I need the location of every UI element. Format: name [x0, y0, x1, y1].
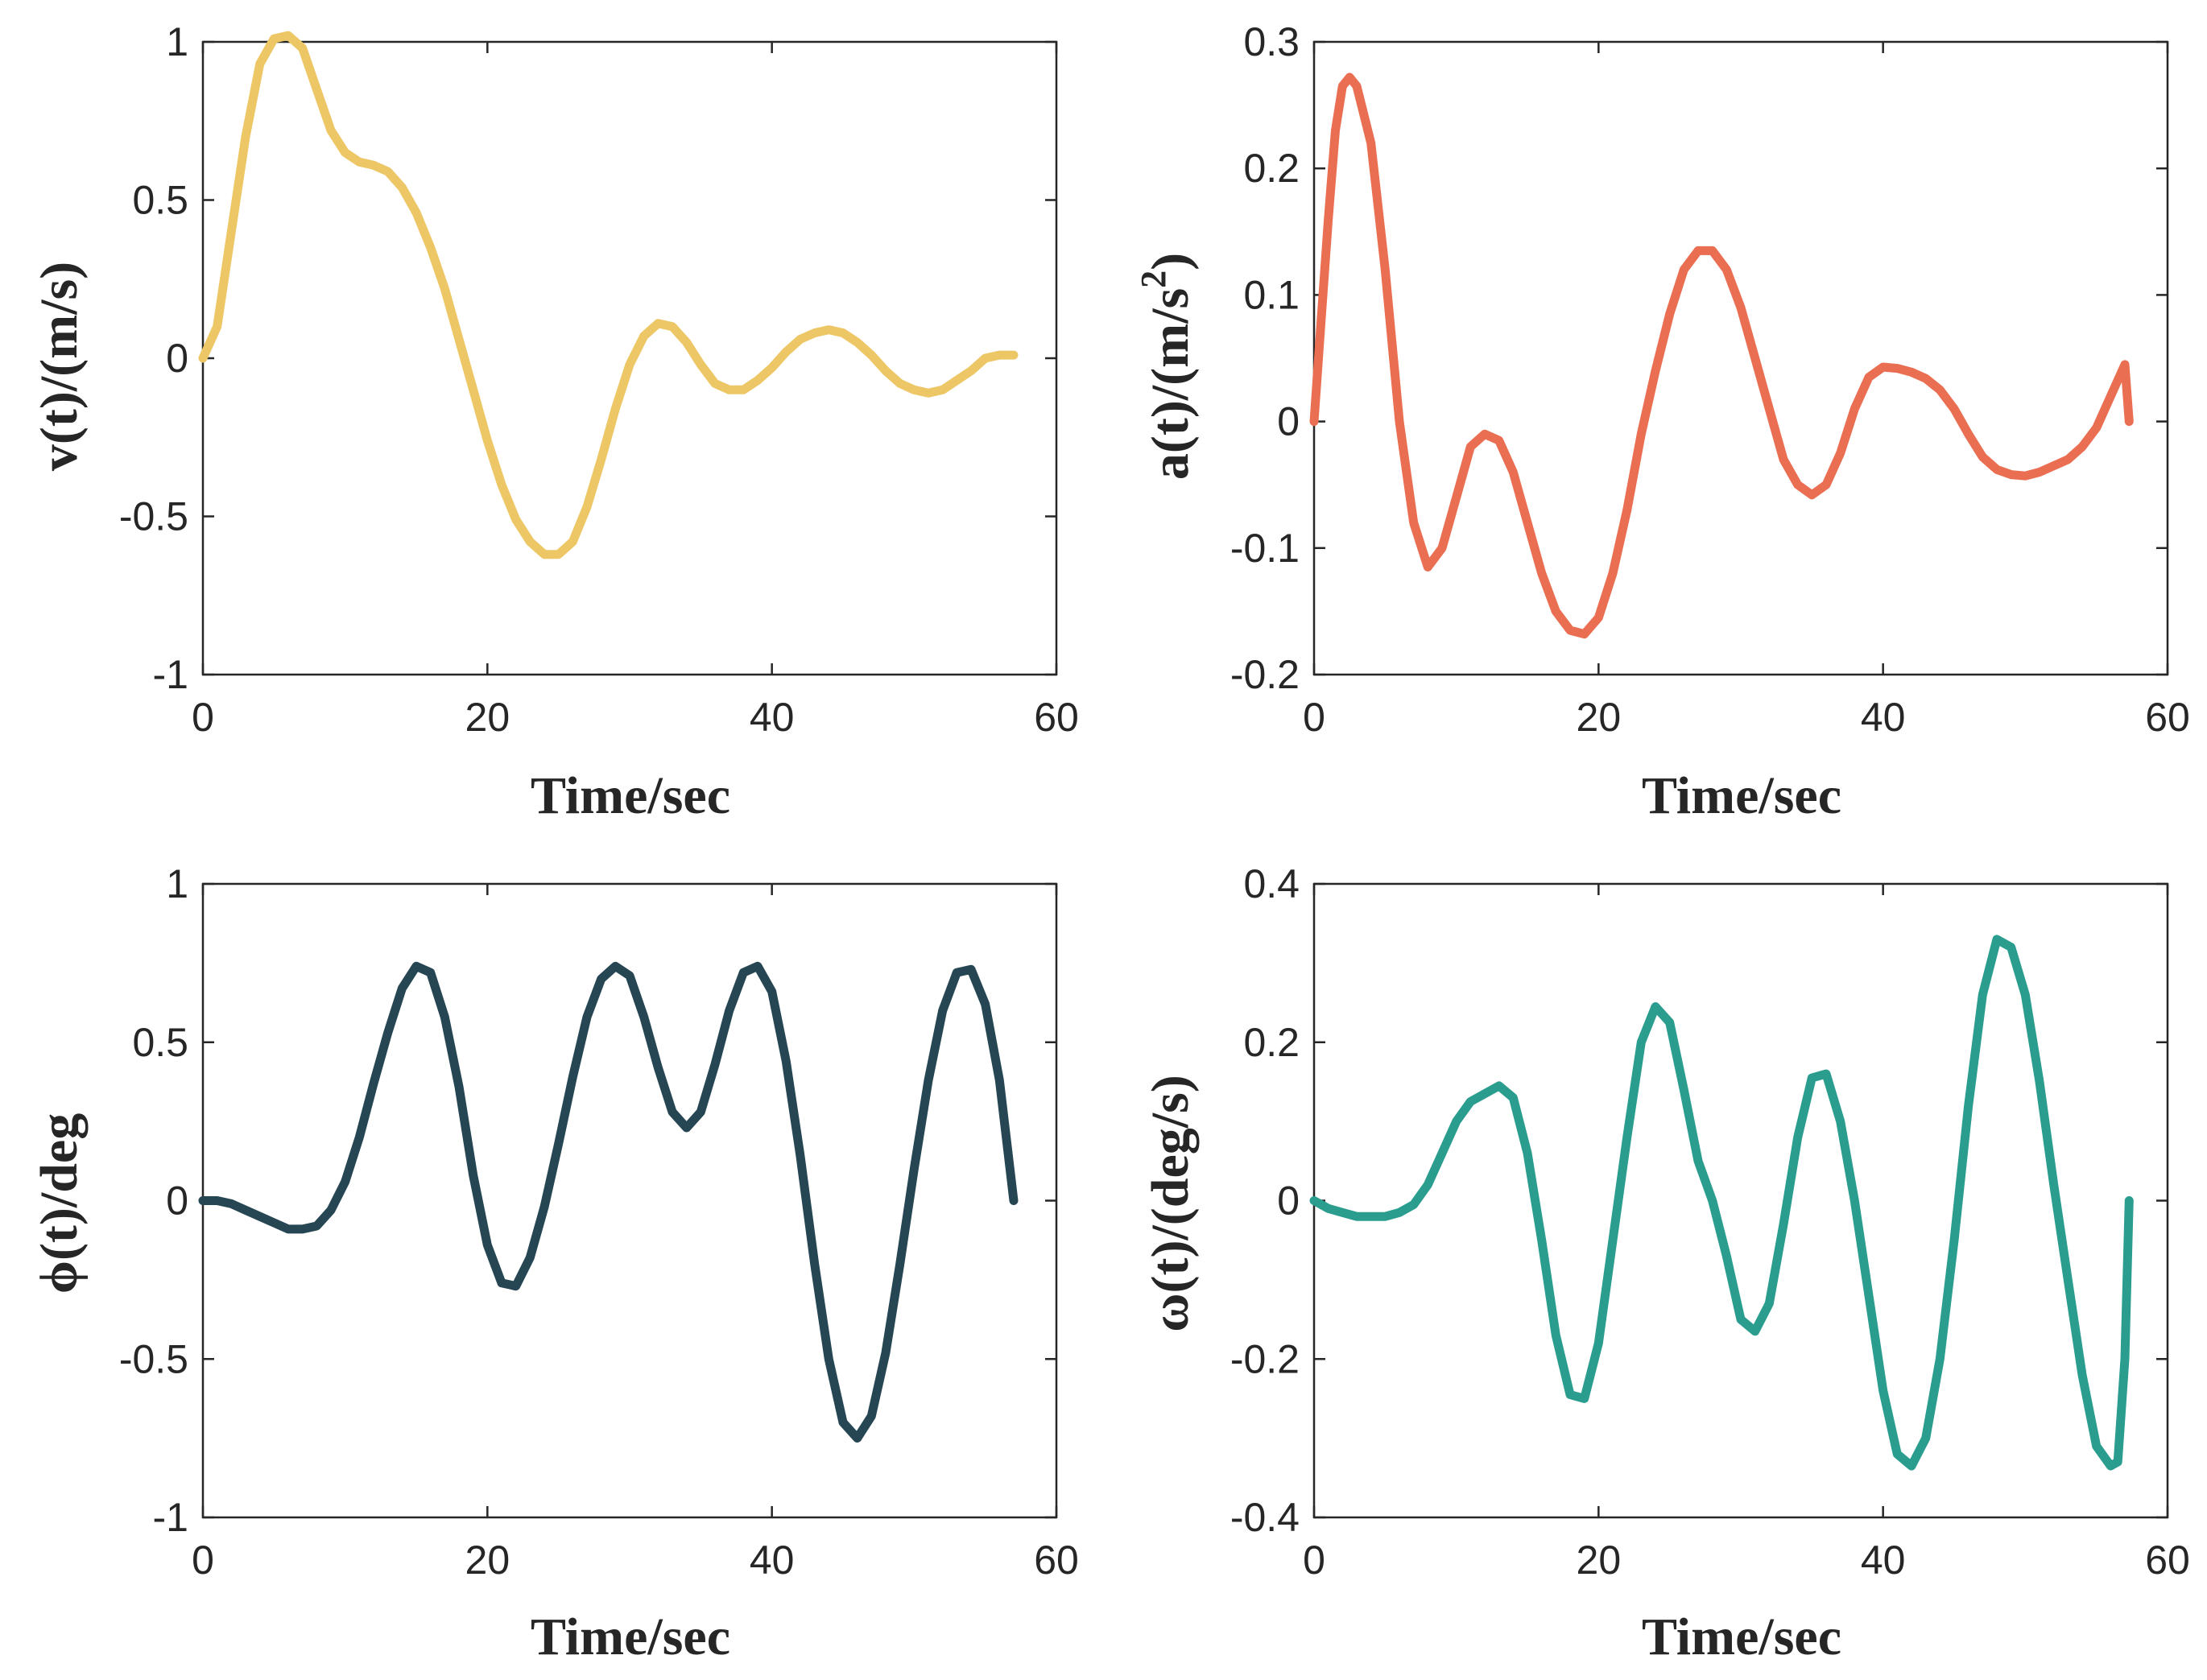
xlabel-omega: Time/sec [1642, 1608, 1841, 1666]
ylabel-omega: ω(t)/(deg/s) [1141, 1075, 1200, 1332]
y-tick-label-omega: 0 [1277, 1178, 1300, 1224]
x-tick-label-velocity: 0 [192, 695, 214, 740]
y-tick-label-acceleration: -0.1 [1230, 526, 1300, 571]
y-tick-label-omega: 0.2 [1243, 1020, 1300, 1065]
y-tick-label-phi: 1 [166, 861, 188, 906]
series-line-acceleration [1309, 72, 2134, 639]
panel-acceleration: a(t)/(m/s2) Time/sec 0 20 40 60 -0.2 -0.1 0 0.1… [1134, 19, 2190, 825]
ylabel-acceleration-sup: 2 [1134, 270, 1173, 288]
x-tick-label-phi: 0 [192, 1538, 214, 1583]
x-tick-label-omega: 60 [2145, 1538, 2190, 1583]
x-tick-label-omega: 20 [1577, 1538, 1622, 1583]
xlabel-velocity: Time/sec [531, 766, 730, 825]
y-tick-label-velocity: 1 [166, 19, 188, 64]
panel-omega: ω(t)/(deg/s) Time/sec 0 20 40 60 -0.4 -0.2 0 0.… [1141, 861, 2190, 1666]
y-tick-label-phi: 0.5 [132, 1020, 188, 1065]
y-tick-label-velocity: 0.5 [132, 178, 188, 223]
ylabel-acceleration: a(t)/(m/s2) [1134, 253, 1200, 480]
ylabel-acceleration-main: a(t)/(m/s [1141, 288, 1200, 480]
y-tick-label-phi: -0.5 [119, 1336, 188, 1381]
xlabel-phi: Time/sec [531, 1608, 730, 1666]
x-tick-label-acceleration: 60 [2145, 695, 2190, 740]
y-tick-label-acceleration: 0.1 [1243, 272, 1300, 317]
x-tick-label-velocity: 60 [1034, 695, 1079, 740]
y-tick-label-velocity: 0 [166, 336, 188, 381]
x-tick-label-velocity: 40 [750, 695, 795, 740]
ylabel-acceleration-close: ) [1141, 253, 1200, 270]
series-line-omega [1309, 935, 2134, 1471]
x-tick-label-acceleration: 40 [1861, 695, 1906, 740]
x-tick-label-phi: 60 [1034, 1538, 1079, 1583]
x-tick-label-acceleration: 0 [1303, 695, 1325, 740]
series-line-velocity [198, 31, 1019, 559]
x-tick-label-phi: 20 [465, 1538, 510, 1583]
x-tick-label-phi: 40 [750, 1538, 795, 1583]
axis-box-acceleration [1312, 40, 2169, 676]
x-tick-label-velocity: 20 [465, 695, 510, 740]
y-tick-label-velocity: -0.5 [119, 494, 188, 539]
y-tick-label-omega: -0.2 [1230, 1336, 1300, 1381]
y-tick-label-phi: 0 [166, 1178, 188, 1224]
y-tick-label-acceleration: 0 [1277, 399, 1300, 444]
x-tick-label-omega: 0 [1303, 1538, 1325, 1583]
ylabel-velocity: v(t)/(m/s) [30, 262, 89, 471]
y-tick-label-acceleration: 0.3 [1243, 19, 1300, 64]
axis-box-omega [1312, 882, 2169, 1519]
y-tick-label-velocity: -1 [153, 652, 188, 697]
y-tick-label-omega: -0.4 [1230, 1495, 1300, 1540]
panel-phi: ϕ(t)/deg Time/sec 0 20 40 60 -1 -0.5 0 0.5 1 [30, 861, 1079, 1666]
panel-velocity: v(t)/(m/s) Time/sec 0 20 40 60 -1 -0.5 0 0.5 1 [30, 19, 1079, 825]
ylabel-phi: ϕ(t)/deg [30, 1113, 89, 1294]
y-tick-label-acceleration: -0.2 [1230, 652, 1300, 697]
y-tick-label-omega: 0.4 [1243, 861, 1300, 906]
xlabel-acceleration: Time/sec [1642, 766, 1841, 825]
y-tick-label-acceleration: 0.2 [1243, 146, 1300, 191]
x-tick-label-omega: 40 [1861, 1538, 1906, 1583]
x-tick-label-acceleration: 20 [1577, 695, 1622, 740]
series-line-phi [198, 961, 1019, 1443]
y-tick-label-phi: -1 [153, 1495, 188, 1540]
